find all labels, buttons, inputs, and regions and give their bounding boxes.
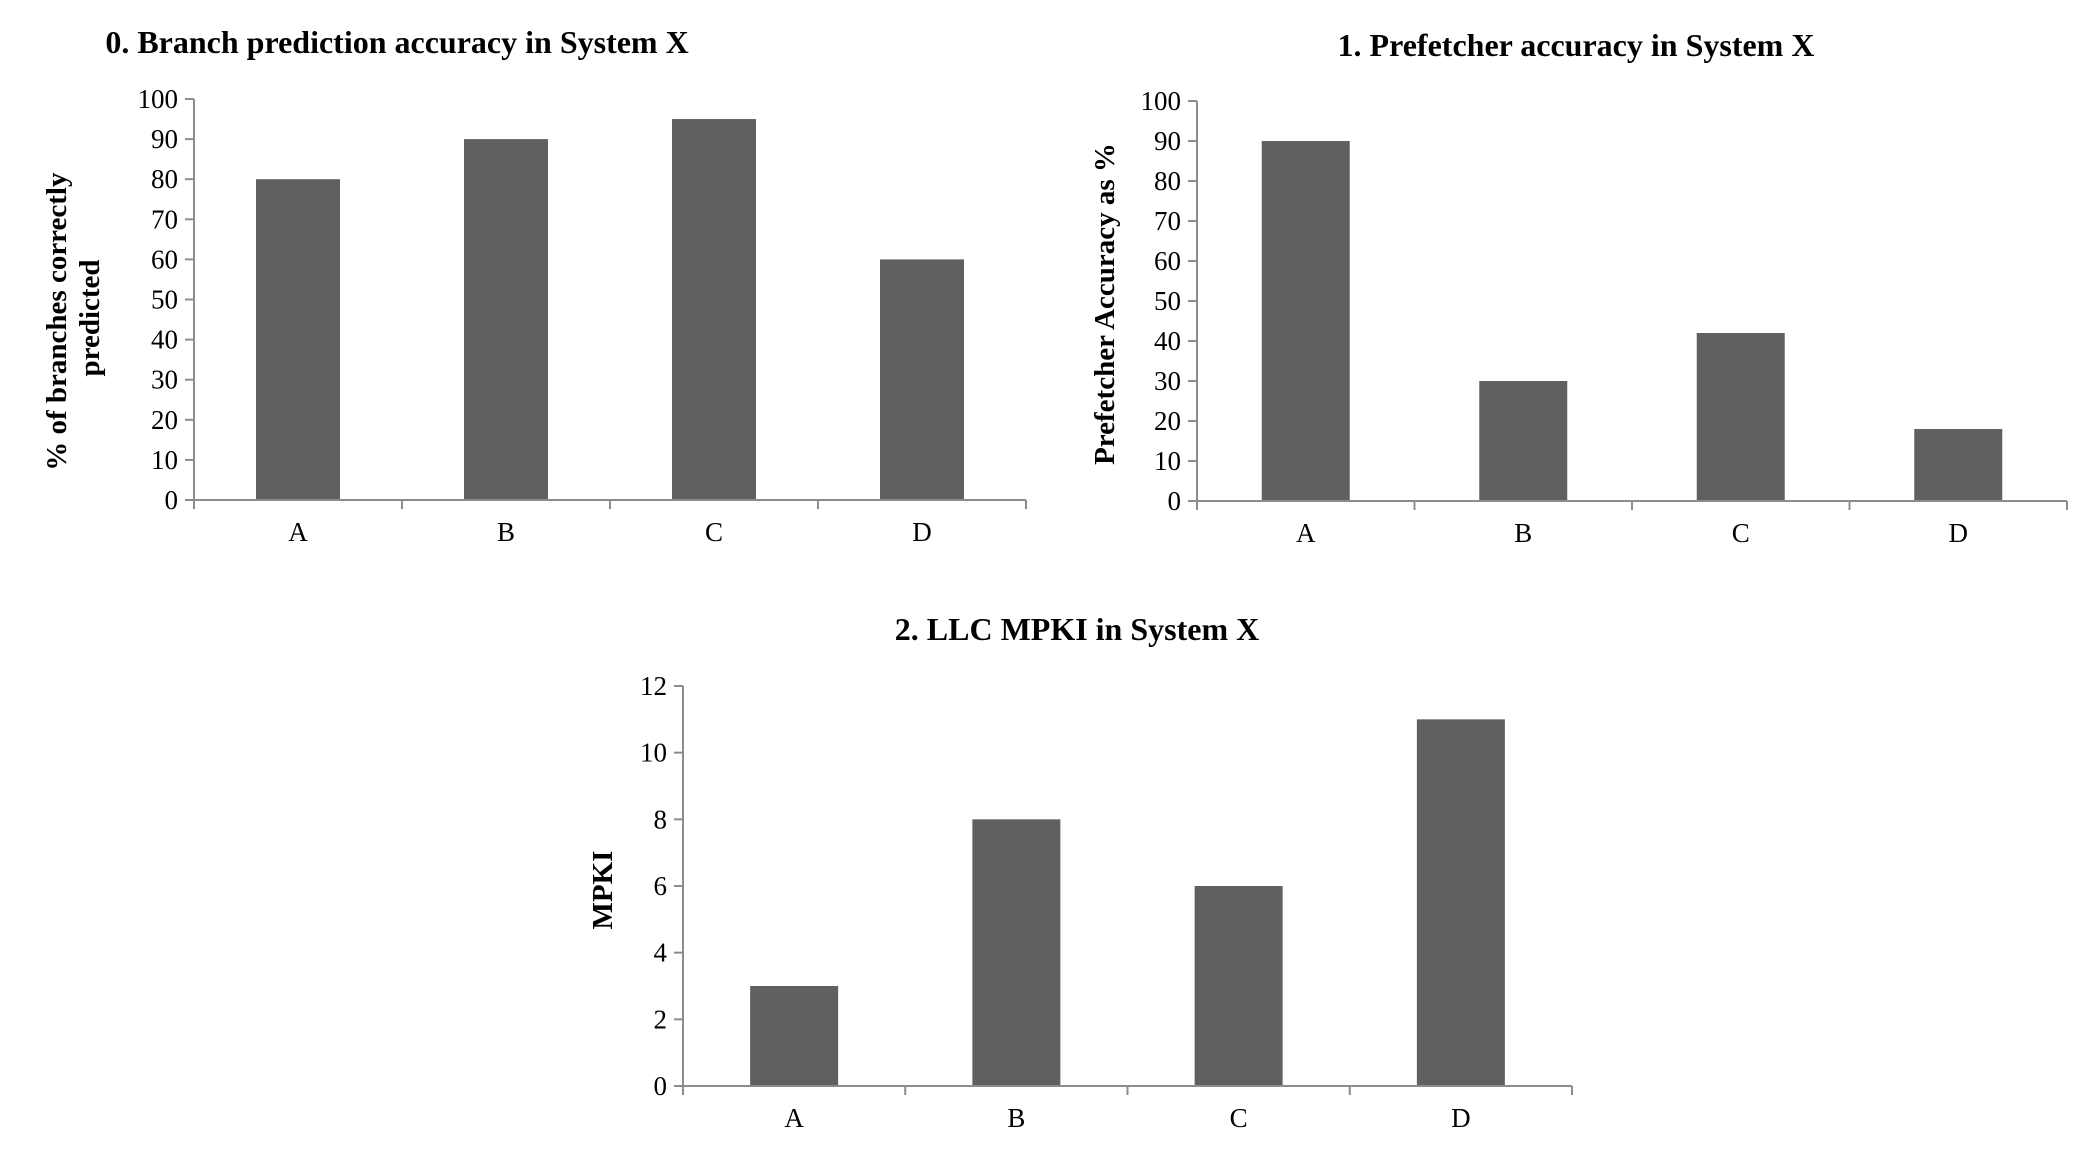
y-tick-label: 100 — [138, 84, 179, 114]
x-tick-label: D — [1949, 518, 1969, 548]
y-tick-label: 0 — [165, 485, 179, 515]
bar-a — [256, 179, 340, 500]
y-tick-label: 30 — [151, 365, 178, 395]
y-tick-label: 70 — [151, 204, 178, 234]
prefetcher-accuracy-chart: 1. Prefetcher accuracy in System X Prefe… — [1089, 27, 2068, 548]
y-tick-label: 100 — [1141, 86, 1182, 116]
bar-c — [1696, 333, 1785, 501]
x-tick-label: B — [497, 517, 515, 547]
x-tick-label: C — [705, 517, 723, 547]
y-tick-label: 40 — [151, 325, 178, 355]
bar-d — [880, 259, 964, 500]
y-tick-label: 0 — [654, 1071, 668, 1101]
bar-c — [672, 119, 756, 501]
y-axis-label-line-2: predicted — [74, 259, 106, 376]
y-axis-label: Prefetcher Accuracy as % — [1089, 143, 1121, 465]
y-axis-label: MPKI — [587, 851, 619, 930]
y-tick-label: 2 — [654, 1004, 668, 1034]
x-tick-label: C — [1230, 1103, 1248, 1133]
chart-title: 1. Prefetcher accuracy in System X — [1338, 27, 1815, 63]
y-tick-label: 40 — [1154, 326, 1181, 356]
x-tick-label: B — [1514, 518, 1532, 548]
y-tick-label: 60 — [151, 244, 178, 274]
x-tick-label: B — [1007, 1103, 1025, 1133]
bar-d — [1914, 429, 2003, 501]
bar-d — [1416, 719, 1505, 1086]
y-tick-label: 12 — [640, 671, 667, 701]
x-tick-label: A — [784, 1103, 804, 1133]
y-tick-label: 10 — [640, 738, 667, 768]
llc-mpki-chart: 2. LLC MPKI in System X MPKI 0 2 4 6 8 10 12 A B… — [587, 611, 1573, 1133]
y-tick-label: 60 — [1154, 246, 1181, 276]
y-tick-label: 50 — [151, 285, 178, 315]
x-tick-label: A — [288, 517, 308, 547]
y-tick-label: 90 — [1154, 126, 1181, 156]
y-tick-label: 4 — [654, 938, 668, 968]
chart-title: 0. Branch prediction accuracy in System … — [105, 24, 688, 60]
y-axis-label-line-1: % of branches correctly — [41, 172, 73, 471]
bar-c — [1194, 886, 1283, 1086]
x-tick-label: D — [912, 517, 932, 547]
x-tick-label: C — [1732, 518, 1750, 548]
bar-b — [972, 819, 1061, 1086]
y-tick-label: 70 — [1154, 206, 1181, 236]
y-axis-label-line-1: Prefetcher Accuracy as % — [1089, 143, 1121, 465]
bar-a — [1261, 141, 1350, 501]
y-tick-label: 20 — [151, 405, 178, 435]
y-tick-label: 8 — [654, 804, 668, 834]
y-tick-label: 10 — [1154, 446, 1181, 476]
y-tick-label: 0 — [1168, 486, 1182, 516]
y-tick-label: 90 — [151, 124, 178, 154]
x-tick-label: D — [1451, 1103, 1471, 1133]
y-tick-label: 80 — [151, 164, 178, 194]
y-axis-label-line-1: MPKI — [587, 851, 619, 930]
y-tick-label: 30 — [1154, 366, 1181, 396]
bar-b — [1479, 381, 1568, 501]
y-tick-label: 20 — [1154, 406, 1181, 436]
y-tick-label: 10 — [151, 445, 178, 475]
x-tick-label: A — [1296, 518, 1316, 548]
y-tick-label: 80 — [1154, 166, 1181, 196]
bar-a — [750, 986, 839, 1086]
chart-title: 2. LLC MPKI in System X — [895, 611, 1259, 647]
y-axis-label: % of branches correctly predicted — [41, 165, 106, 471]
y-tick-label: 50 — [1154, 286, 1181, 316]
bar-b — [464, 139, 548, 500]
branch-prediction-chart: 0. Branch prediction accuracy in System … — [41, 24, 1027, 547]
y-tick-label: 6 — [654, 871, 668, 901]
